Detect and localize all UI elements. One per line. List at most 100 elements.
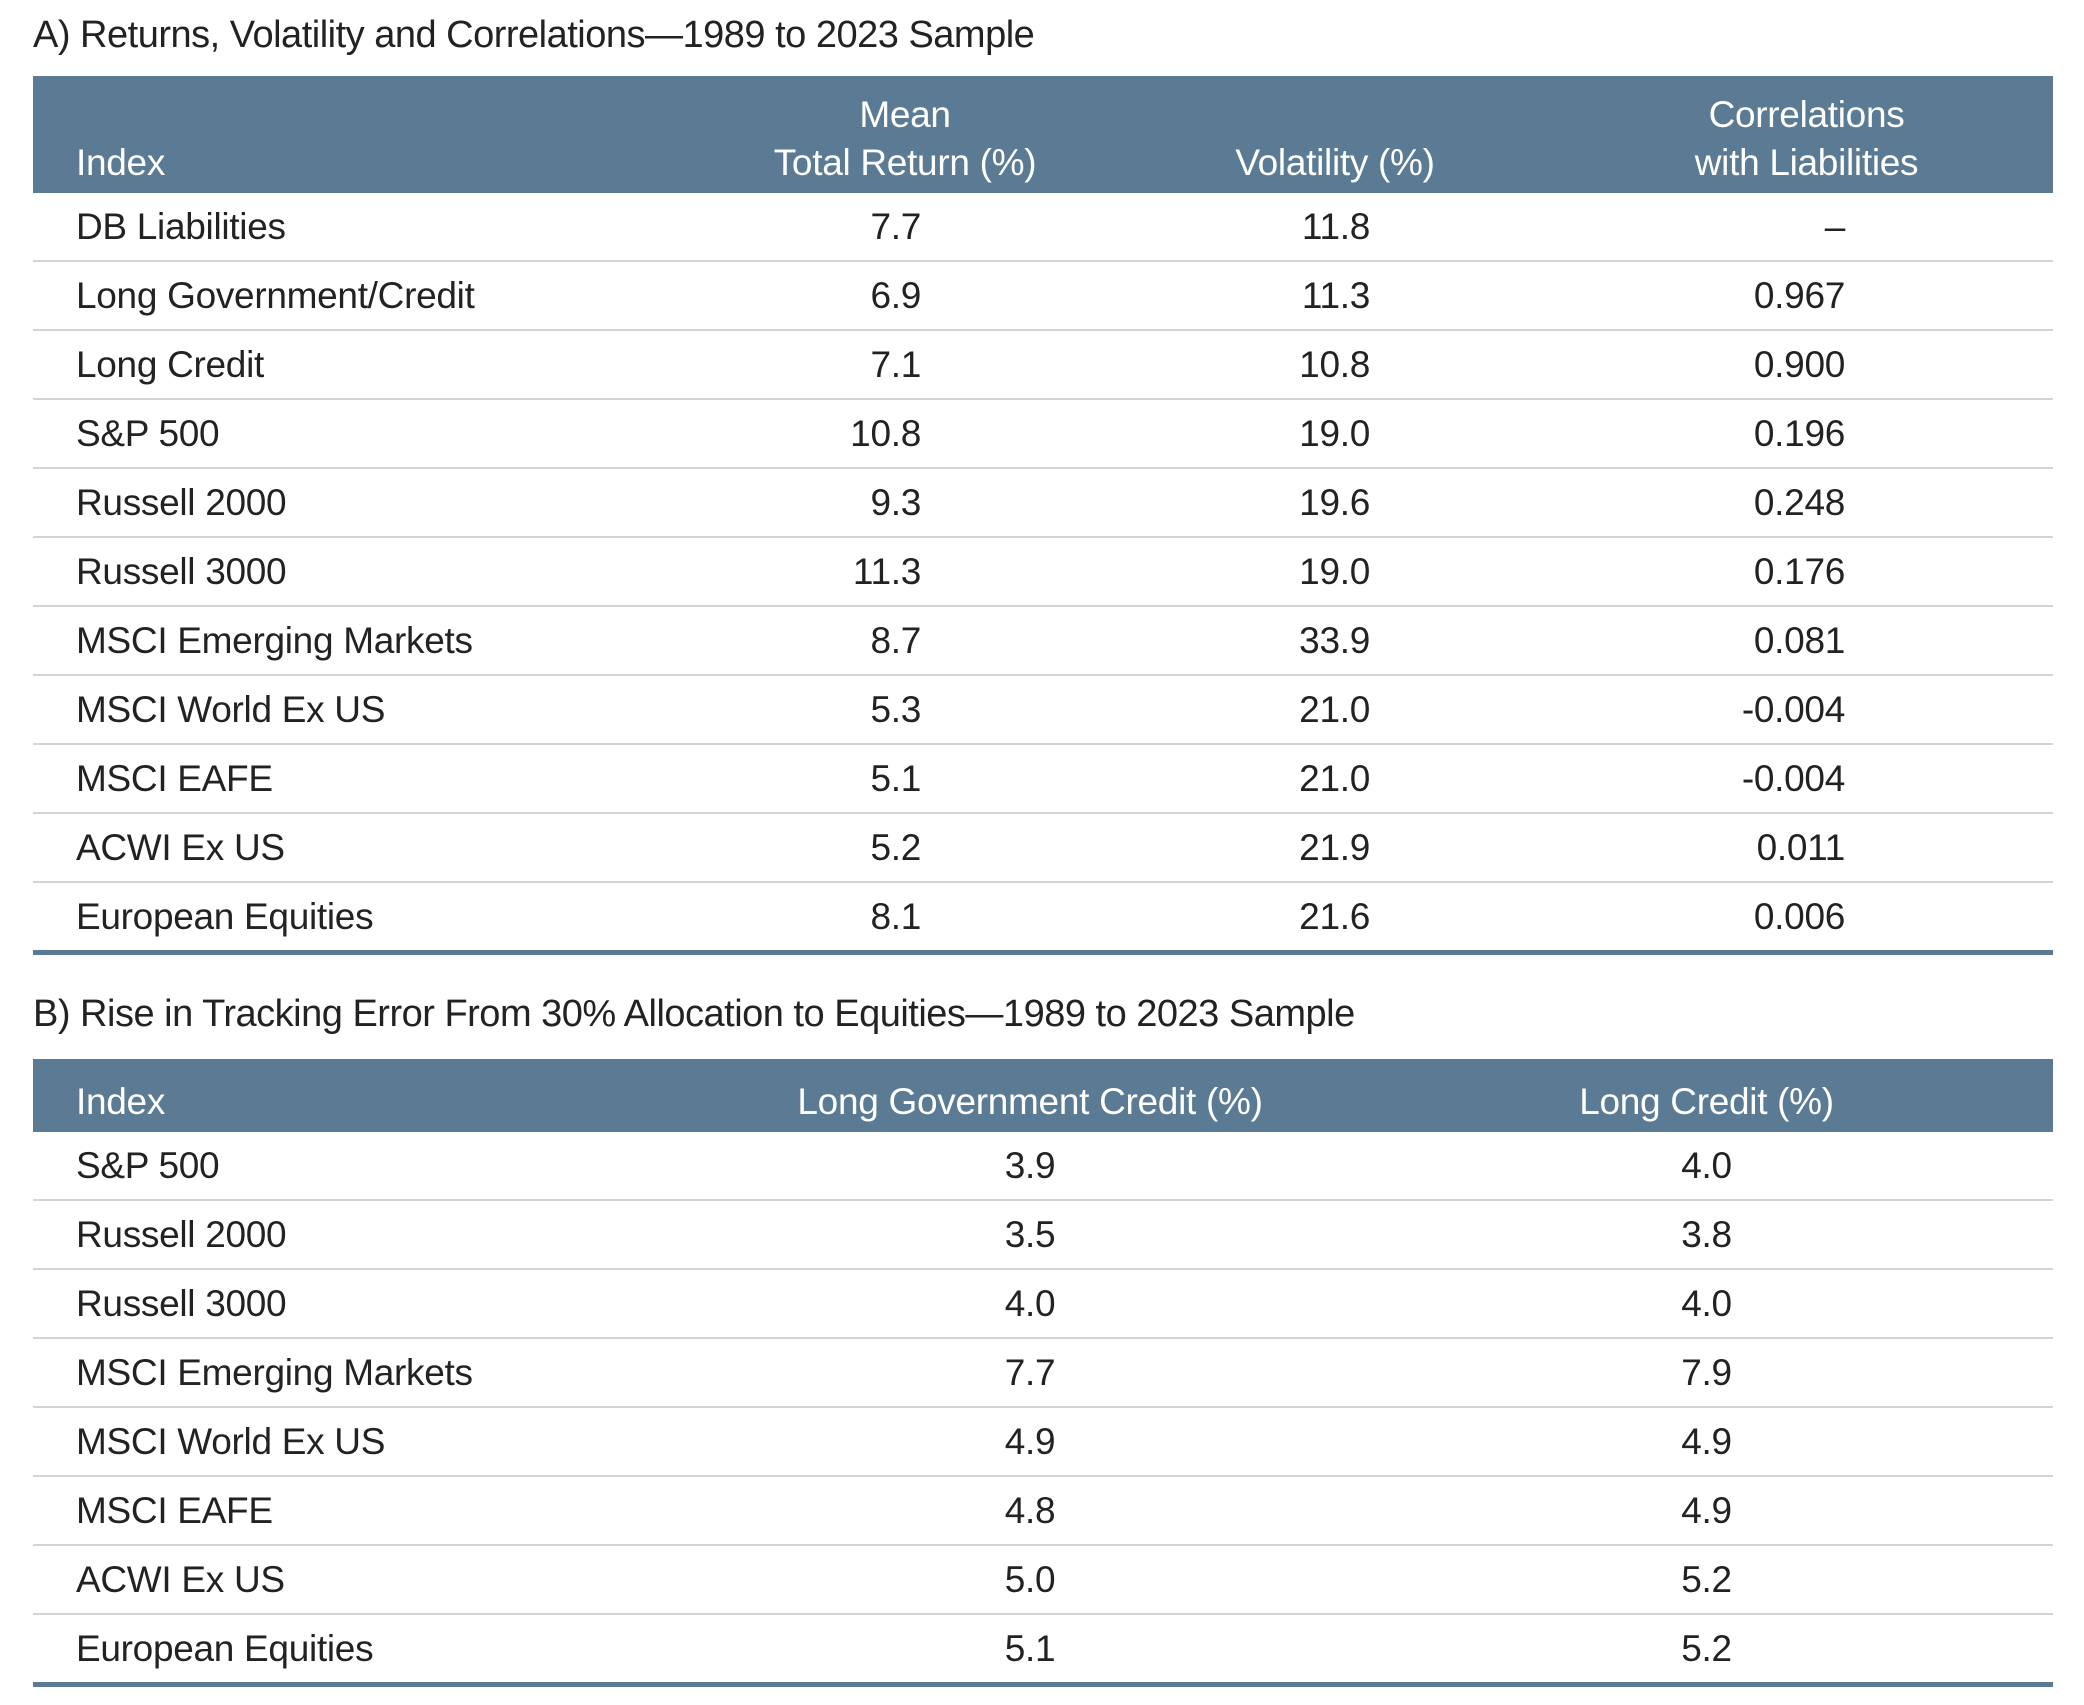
index-cell: S&P 500	[33, 398, 700, 468]
cell: 9.3	[700, 467, 1110, 537]
table-a: Index Mean Total Return (%) Volatility (%) C…	[33, 76, 2053, 955]
cell: 5.2	[700, 812, 1110, 882]
cell: 3.9	[1004, 1145, 1056, 1186]
cell: 6.9	[700, 260, 1110, 330]
cell: 7.7	[700, 1337, 1360, 1407]
cell: 33.9	[1110, 605, 1560, 675]
table-b-title: B) Rise in Tracking Error From 30% Alloc…	[33, 993, 1355, 1035]
row: European Equities 8.1 21.6 0.006	[33, 881, 2053, 953]
row: Russell 2000 3.5 3.8	[33, 1199, 2053, 1269]
cell: 21.0	[1110, 743, 1560, 813]
index-cell: Russell 3000	[33, 536, 700, 606]
table-a-title: A) Returns, Volatility and Correlations—…	[33, 14, 1035, 56]
cell: 0.081	[1560, 605, 2053, 675]
header-text: Volatility (%)	[1235, 142, 1435, 183]
header-cell: Correlations with Liabilities	[1560, 76, 2053, 193]
row: Long Credit 7.1 10.8 0.900	[33, 329, 2053, 399]
index-cell: MSCI Emerging Markets	[33, 1337, 700, 1407]
index-cell: MSCI World Ex US	[33, 674, 700, 744]
header-text: Long Government Credit (%)	[797, 1081, 1263, 1122]
header-text: Correlations	[1708, 94, 1905, 135]
cell: 19.0	[1110, 536, 1560, 606]
cell: 7.9	[1360, 1337, 2053, 1407]
row: Russell 3000 4.0 4.0	[33, 1268, 2053, 1338]
cell: 0.176	[1560, 536, 2053, 606]
cell: 0.900	[1560, 329, 2053, 399]
row: Russell 2000 9.3 19.6 0.248	[33, 467, 2053, 537]
index-cell: Long Government/Credit	[33, 260, 700, 330]
cell: 10.8	[700, 398, 1110, 468]
cell: 5.3	[700, 674, 1110, 744]
cell: 4.0	[1360, 1268, 2053, 1338]
index-cell: MSCI Emerging Markets	[33, 605, 700, 675]
cell: 11.8	[1301, 206, 1370, 247]
cell: -0.004	[1560, 743, 2053, 813]
header-text: Mean	[859, 94, 951, 135]
row: MSCI Emerging Markets 8.7 33.9 0.081	[33, 605, 2053, 675]
cell: -0.004	[1560, 674, 2053, 744]
cell: 4.9	[1360, 1406, 2053, 1476]
index-cell: European Equities	[33, 881, 700, 953]
row: ACWI Ex US 5.0 5.2	[33, 1544, 2053, 1614]
header-text: with Liabilities	[1694, 142, 1919, 183]
cell: 0.248	[1560, 467, 2053, 537]
index-cell: ACWI Ex US	[33, 812, 700, 882]
index-cell: Russell 2000	[33, 467, 700, 537]
row: MSCI World Ex US 5.3 21.0 -0.004	[33, 674, 2053, 744]
cell: 5.2	[1360, 1613, 2053, 1685]
cell: 5.0	[700, 1544, 1360, 1614]
row: Long Government/Credit 6.9 11.3 0.967	[33, 260, 2053, 330]
index-cell: ACWI Ex US	[33, 1544, 700, 1614]
row: S&P 500 10.8 19.0 0.196	[33, 398, 2053, 468]
cell: 5.2	[1360, 1544, 2053, 1614]
cell: 5.1	[700, 1613, 1360, 1685]
cell: 0.006	[1560, 881, 2053, 953]
header-text: Long Credit (%)	[1579, 1081, 1834, 1122]
row: MSCI EAFE 5.1 21.0 -0.004	[33, 743, 2053, 813]
cell: –	[1824, 206, 1846, 247]
index-cell: DB Liabilities	[76, 206, 286, 247]
cell: 0.967	[1560, 260, 2053, 330]
cell: 3.8	[1360, 1199, 2053, 1269]
header-row: Index Long Government Credit (%) Long Cred…	[33, 1059, 2053, 1132]
header-cell: Long Government Credit (%)	[700, 1059, 1360, 1132]
index-cell: MSCI EAFE	[33, 1475, 700, 1545]
row: MSCI EAFE 4.8 4.9	[33, 1475, 2053, 1545]
cell: 21.9	[1110, 812, 1560, 882]
cell: 0.196	[1560, 398, 2053, 468]
cell: 4.0	[700, 1268, 1360, 1338]
row: MSCI World Ex US 4.9 4.9	[33, 1406, 2053, 1476]
cell: 4.0	[1681, 1145, 1732, 1186]
cell: 11.3	[700, 536, 1110, 606]
row: Russell 3000 11.3 19.0 0.176	[33, 536, 2053, 606]
index-cell: Russell 3000	[33, 1268, 700, 1338]
row: DB Liabilities 7.7 11.8 –	[33, 193, 2053, 261]
header-text: Total Return (%)	[773, 142, 1037, 183]
table-b: Index Long Government Credit (%) Long Cred…	[33, 1059, 2053, 1687]
header-cell: Volatility (%)	[1110, 76, 1560, 193]
row: ACWI Ex US 5.2 21.9 0.011	[33, 812, 2053, 882]
cell: 3.5	[700, 1199, 1360, 1269]
header-text: Index	[76, 1081, 166, 1122]
header-row: Index Mean Total Return (%) Volatility (%) C…	[33, 76, 2053, 193]
cell: 0.011	[1560, 812, 2053, 882]
row: European Equities 5.1 5.2	[33, 1613, 2053, 1685]
index-cell: S&P 500	[76, 1145, 220, 1186]
index-cell: MSCI World Ex US	[33, 1406, 700, 1476]
cell: 4.8	[700, 1475, 1360, 1545]
cell: 8.7	[700, 605, 1110, 675]
cell: 8.1	[700, 881, 1110, 953]
header-cell: Index	[33, 1059, 700, 1132]
cell: 7.1	[700, 329, 1110, 399]
index-cell: Russell 2000	[33, 1199, 700, 1269]
cell: 7.7	[870, 206, 921, 247]
cell: 4.9	[700, 1406, 1360, 1476]
header-cell: Mean Total Return (%)	[700, 76, 1110, 193]
row: MSCI Emerging Markets 7.7 7.9	[33, 1337, 2053, 1407]
cell: 19.0	[1110, 398, 1560, 468]
header-cell: Index	[33, 76, 700, 193]
row: S&P 500 3.9 4.0	[33, 1132, 2053, 1200]
cell: 19.6	[1110, 467, 1560, 537]
index-cell: Long Credit	[33, 329, 700, 399]
